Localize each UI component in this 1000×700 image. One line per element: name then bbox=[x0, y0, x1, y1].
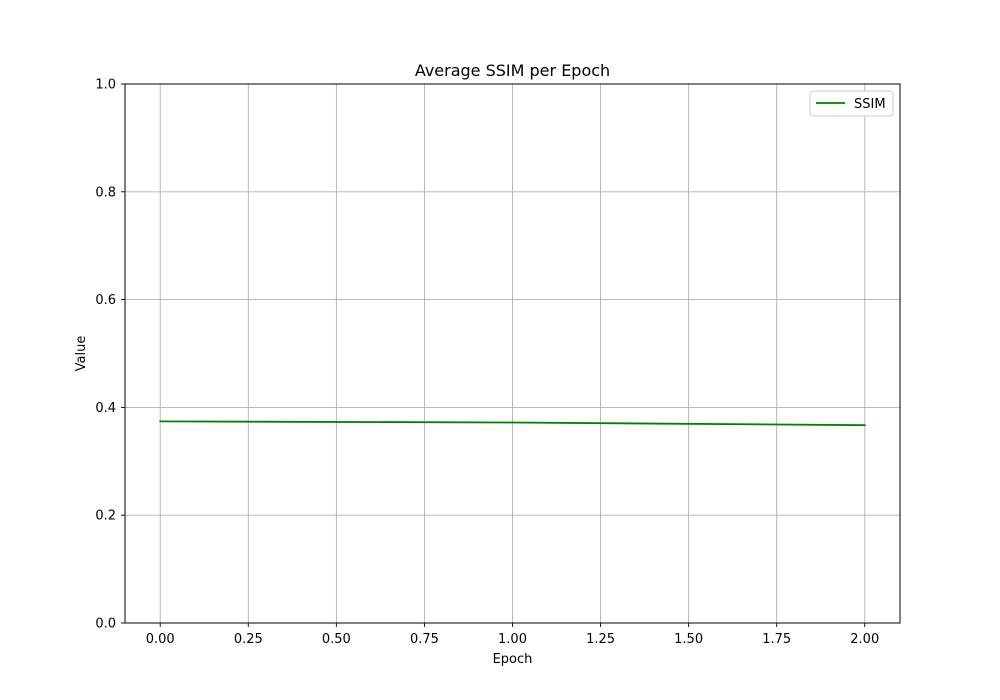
x-axis-ticks: 0.00 0.25 0.50 0.75 1.00 1.25 1.50 1.75 2.00 bbox=[146, 623, 879, 647]
legend: SSIM bbox=[809, 90, 894, 117]
y-tick-label: 1.0 bbox=[95, 78, 116, 93]
y-tick-label: 0.0 bbox=[95, 617, 116, 632]
x-tick-label: 0.75 bbox=[410, 632, 439, 647]
series-layer bbox=[159, 420, 866, 427]
y-axis-ticks: 0.0 0.2 0.4 0.6 0.8 1.0 bbox=[95, 78, 125, 632]
x-tick-label: 1.50 bbox=[674, 632, 703, 647]
y-tick-label: 0.4 bbox=[95, 401, 116, 416]
x-tick-label: 0.00 bbox=[146, 632, 175, 647]
legend-box bbox=[809, 90, 894, 117]
x-tick-label: 1.00 bbox=[498, 632, 527, 647]
x-axis-label: Epoch bbox=[493, 652, 533, 667]
legend-label-ssim: SSIM bbox=[854, 97, 886, 112]
y-axis-label: Value bbox=[74, 336, 89, 372]
y-tick-label: 0.6 bbox=[95, 293, 116, 308]
x-tick-label: 0.50 bbox=[322, 632, 351, 647]
x-tick-label: 2.00 bbox=[850, 632, 879, 647]
chart-title: Average SSIM per Epoch bbox=[415, 61, 610, 80]
y-tick-label: 0.8 bbox=[95, 185, 116, 200]
series-line-ssim bbox=[159, 420, 866, 427]
grid bbox=[125, 83, 900, 624]
y-tick-label: 0.2 bbox=[95, 509, 116, 524]
x-tick-label: 0.25 bbox=[234, 632, 263, 647]
x-tick-label: 1.25 bbox=[586, 632, 615, 647]
x-tick-label: 1.75 bbox=[762, 632, 791, 647]
